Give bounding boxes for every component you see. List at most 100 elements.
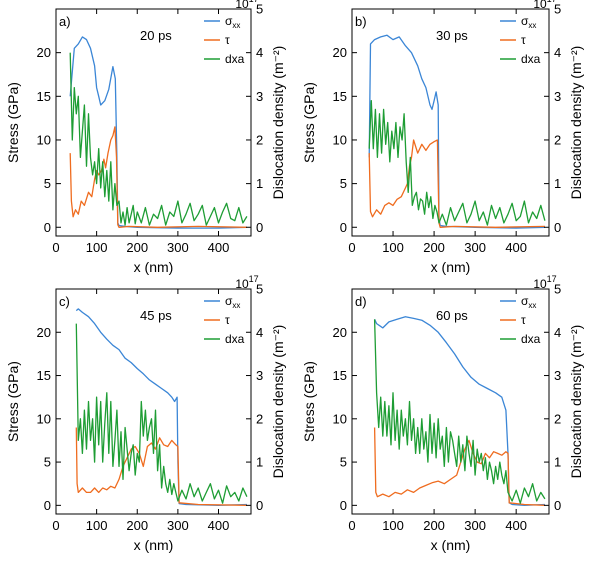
y-right-tick-label: 1 <box>554 176 561 191</box>
exponent-base: 10 <box>533 277 547 291</box>
x-tick-label: 200 <box>423 518 445 533</box>
time-label: 30 ps <box>436 28 468 43</box>
legend-label: σxx <box>225 14 240 30</box>
plot-frame <box>55 288 252 515</box>
series-line-tau <box>75 427 247 506</box>
y-left-tick-label: 15 <box>37 368 51 383</box>
y-right-tick-label: 0 <box>256 498 263 513</box>
y-right-axis-title: Dislocation density (m⁻²) <box>270 46 286 200</box>
legend-item-sigma: σxx <box>500 14 536 30</box>
x-tick-label: 0 <box>52 240 59 255</box>
y-left-tick-label: 0 <box>340 498 347 513</box>
x-axis-title: x (nm) <box>431 259 471 275</box>
legend-item-tau: τ <box>500 33 526 47</box>
x-tick-label: 300 <box>464 518 486 533</box>
legend-label: dxa <box>225 52 245 66</box>
panel-label: c) <box>59 294 70 309</box>
time-label: 20 ps <box>140 28 172 43</box>
y-right-tick-label: 5 <box>256 2 263 17</box>
x-tick-label: 400 <box>208 240 230 255</box>
series-line-dxa <box>373 319 546 504</box>
exponent-power: 17 <box>249 274 259 284</box>
x-tick-label: 400 <box>505 518 527 533</box>
right-axis-exponent: 1017 <box>533 274 556 291</box>
plot-frame <box>55 8 252 237</box>
x-tick-label: 400 <box>505 240 527 255</box>
exponent-base: 10 <box>533 0 547 11</box>
legend-item-dxa: dxa <box>500 332 541 346</box>
y-left-tick-label: 10 <box>333 132 347 147</box>
time-label: 60 ps <box>436 308 468 323</box>
plot-frame <box>351 288 550 515</box>
y-right-axis-title: Dislocation density (m⁻²) <box>270 325 286 479</box>
y-left-axis-title: Stress (GPa) <box>5 361 21 442</box>
y-left-tick-label: 15 <box>37 89 51 104</box>
y-right-tick-label: 0 <box>554 220 561 235</box>
y-right-tick-label: 5 <box>554 2 561 17</box>
y-left-tick-label: 0 <box>340 220 347 235</box>
y-left-tick-label: 20 <box>333 45 347 60</box>
x-axis-title: x (nm) <box>134 537 174 553</box>
legend-label: τ <box>521 33 526 47</box>
y-left-tick-label: 5 <box>340 455 347 470</box>
y-right-tick-label: 0 <box>554 498 561 513</box>
x-tick-label: 0 <box>348 518 355 533</box>
x-tick-label: 200 <box>423 240 445 255</box>
y-left-tick-label: 20 <box>37 325 51 340</box>
y-right-tick-label: 4 <box>554 325 561 340</box>
series-line-dxa <box>69 52 248 226</box>
x-tick-label: 300 <box>167 240 189 255</box>
y-left-tick-label: 5 <box>44 176 51 191</box>
series-line-tau <box>373 427 545 506</box>
y-right-tick-label: 1 <box>256 176 263 191</box>
panel-label: b) <box>355 14 367 29</box>
legend-item-sigma: σxx <box>204 14 240 30</box>
y-right-tick-label: 3 <box>554 368 561 383</box>
series-line-dxa <box>75 323 248 504</box>
exponent-power: 17 <box>547 0 557 4</box>
y-left-axis-title: Stress (GPa) <box>301 82 317 163</box>
y-right-tick-label: 2 <box>554 132 561 147</box>
legend-label: dxa <box>521 52 541 66</box>
x-tick-label: 400 <box>208 518 230 533</box>
series-line-sigma <box>69 36 247 229</box>
exponent-base: 10 <box>235 277 249 291</box>
y-left-tick-label: 20 <box>333 325 347 340</box>
y-right-axis-title: Dislocation density (m⁻²) <box>568 325 584 479</box>
legend-label: σxx <box>225 294 240 310</box>
x-tick-label: 200 <box>126 518 148 533</box>
x-tick-label: 0 <box>52 518 59 533</box>
x-tick-label: 100 <box>382 518 404 533</box>
x-tick-label: 100 <box>86 240 108 255</box>
legend-item-dxa: dxa <box>204 332 245 346</box>
legend-item-tau: τ <box>500 313 526 327</box>
exponent-power: 17 <box>547 274 557 284</box>
y-left-tick-label: 10 <box>37 411 51 426</box>
legend-label: dxa <box>225 332 245 346</box>
y-left-tick-label: 15 <box>333 89 347 104</box>
y-left-tick-label: 0 <box>44 220 51 235</box>
legend-label: τ <box>225 313 230 327</box>
y-left-axis-title: Stress (GPa) <box>301 361 317 442</box>
exponent-power: 17 <box>249 0 259 4</box>
y-right-tick-label: 4 <box>256 325 263 340</box>
y-right-tick-label: 0 <box>256 220 263 235</box>
x-tick-label: 200 <box>126 240 148 255</box>
y-right-tick-label: 5 <box>554 282 561 297</box>
y-left-tick-label: 0 <box>44 498 51 513</box>
y-right-axis-title: Dislocation density (m⁻²) <box>568 46 584 200</box>
x-tick-label: 100 <box>382 240 404 255</box>
legend-item-dxa: dxa <box>204 52 245 66</box>
y-right-tick-label: 4 <box>554 45 561 60</box>
y-left-tick-label: 10 <box>333 411 347 426</box>
x-tick-label: 100 <box>86 518 108 533</box>
legend-label: dxa <box>521 332 541 346</box>
x-tick-label: 300 <box>464 240 486 255</box>
y-right-tick-label: 1 <box>554 455 561 470</box>
y-right-tick-label: 3 <box>256 368 263 383</box>
y-left-tick-label: 5 <box>44 455 51 470</box>
legend-item-dxa: dxa <box>500 52 541 66</box>
y-right-tick-label: 1 <box>256 455 263 470</box>
